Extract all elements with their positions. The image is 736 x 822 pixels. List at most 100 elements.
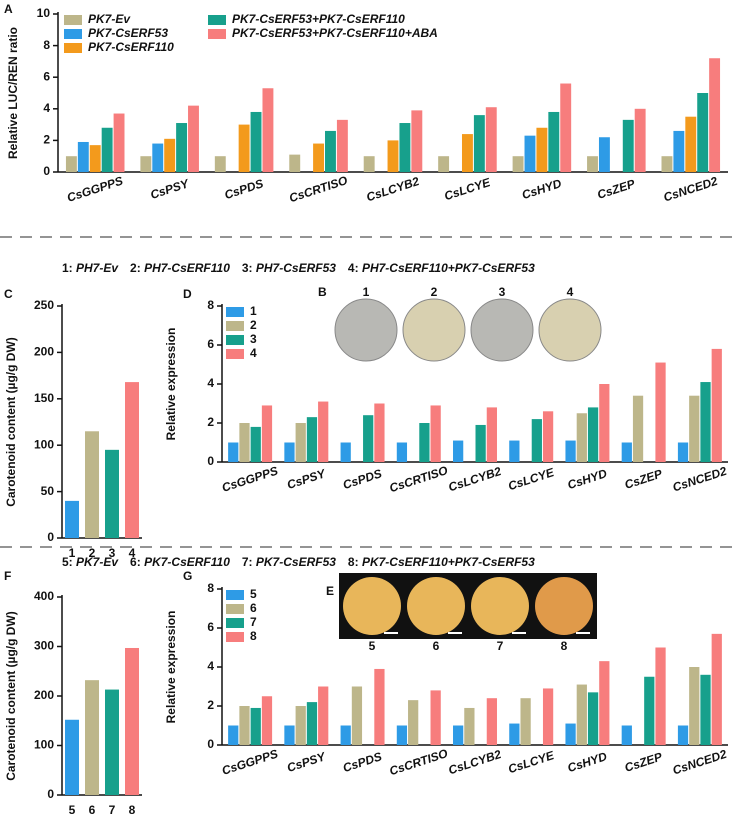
bar bbox=[411, 110, 423, 172]
bar bbox=[238, 124, 250, 172]
legend-label: 4 bbox=[250, 346, 257, 360]
bar bbox=[560, 83, 572, 172]
bar bbox=[396, 725, 408, 745]
bar bbox=[313, 143, 325, 172]
bar bbox=[453, 725, 464, 745]
photo-label: 6 bbox=[433, 639, 440, 653]
bar bbox=[475, 424, 486, 462]
legend-label: 3 bbox=[250, 332, 257, 346]
y-tick-label: 0 bbox=[47, 530, 54, 544]
bar bbox=[430, 405, 441, 462]
bar bbox=[105, 689, 119, 795]
legend-label: PK7-CsERF53 bbox=[88, 26, 168, 40]
caption-part: PK7-CsERF110 bbox=[144, 555, 230, 569]
photo-label: 8 bbox=[561, 639, 568, 653]
bar bbox=[520, 698, 531, 745]
bar bbox=[689, 395, 700, 462]
y-tick-label: 4 bbox=[207, 376, 214, 390]
photo bbox=[343, 577, 401, 635]
bar bbox=[655, 362, 666, 462]
x-tick-label: 7 bbox=[109, 803, 116, 817]
x-tick-label: CsLCYE bbox=[506, 748, 556, 776]
y-tick-label: 0 bbox=[43, 164, 50, 178]
legend-swatch bbox=[226, 604, 244, 614]
bar bbox=[65, 500, 79, 538]
x-tick-label: CsZEP bbox=[596, 176, 638, 202]
bar bbox=[689, 667, 700, 745]
legend-swatch bbox=[226, 335, 244, 345]
bar bbox=[430, 690, 441, 745]
bar bbox=[677, 725, 689, 745]
x-tick-label: CsHYD bbox=[566, 466, 609, 492]
y-tick-label: 300 bbox=[34, 639, 54, 653]
bar bbox=[351, 686, 363, 745]
bar bbox=[486, 407, 497, 462]
panel-label: E bbox=[326, 584, 334, 598]
x-tick-label: CsNCED2 bbox=[662, 174, 720, 205]
x-tick-label: CsLCYB2 bbox=[447, 464, 504, 494]
bar bbox=[408, 700, 419, 745]
bar bbox=[374, 668, 385, 745]
bar bbox=[228, 725, 239, 745]
legend-swatch bbox=[226, 590, 244, 600]
y-axis-label: Relative expression bbox=[164, 611, 178, 724]
bar bbox=[464, 707, 475, 745]
bar bbox=[65, 719, 79, 795]
caption: 5: PK7-Ev 6: PK7-CsERF110 7: PK7-CsERF53 8:… bbox=[62, 555, 535, 569]
bar bbox=[325, 130, 336, 172]
x-tick-label: CsNCED2 bbox=[671, 747, 729, 778]
caption-part: 6: bbox=[130, 555, 144, 569]
photo-label: 1 bbox=[363, 285, 370, 299]
bar bbox=[655, 647, 666, 745]
bar bbox=[374, 403, 385, 462]
caption-part: 8: bbox=[348, 555, 362, 569]
bar bbox=[239, 706, 250, 745]
y-tick-label: 200 bbox=[34, 688, 54, 702]
x-tick-label: CsZEP bbox=[623, 749, 665, 775]
y-tick-label: 6 bbox=[43, 69, 50, 83]
photo bbox=[471, 577, 529, 635]
x-tick-label: CsLCYB2 bbox=[447, 747, 504, 777]
y-tick-label: 6 bbox=[207, 620, 214, 634]
photo-label: 3 bbox=[499, 285, 506, 299]
bar bbox=[399, 123, 411, 172]
bar bbox=[576, 684, 587, 745]
x-tick-label: CsZEP bbox=[623, 466, 665, 492]
bar bbox=[101, 127, 113, 172]
bar bbox=[453, 440, 464, 462]
y-tick-label: 150 bbox=[34, 391, 54, 405]
bar bbox=[284, 442, 295, 462]
photo bbox=[470, 298, 534, 362]
legend-label: PK7-CsERF53+PK7-CsERF110+ABA bbox=[232, 26, 438, 40]
y-tick-label: 250 bbox=[34, 298, 54, 312]
bar bbox=[548, 111, 560, 172]
y-tick-label: 8 bbox=[43, 38, 50, 52]
bar bbox=[176, 123, 188, 172]
bar bbox=[524, 135, 536, 172]
photo bbox=[538, 298, 602, 362]
bar bbox=[485, 107, 497, 172]
panel-label: G bbox=[183, 569, 192, 583]
caption: 1: PH7-Ev 2: PH7-CsERF110 3: PH7-CsERF53 4:… bbox=[62, 261, 535, 275]
caption-part: 2: bbox=[130, 261, 144, 275]
y-tick-label: 0 bbox=[47, 787, 54, 801]
bar bbox=[697, 93, 709, 172]
bar bbox=[85, 431, 99, 538]
bar bbox=[125, 382, 139, 538]
bar bbox=[363, 415, 374, 462]
bar bbox=[512, 156, 524, 172]
photo bbox=[334, 298, 398, 362]
legend-label: PK7-CsERF53+PK7-CsERF110 bbox=[232, 12, 405, 26]
bar bbox=[262, 88, 274, 172]
bar bbox=[89, 145, 101, 172]
caption-part: PH7-Ev bbox=[76, 261, 119, 275]
bar bbox=[340, 442, 351, 462]
x-tick-label: CsGGPPS bbox=[65, 174, 125, 205]
bar bbox=[318, 401, 329, 462]
photo bbox=[407, 577, 465, 635]
bar bbox=[340, 725, 351, 745]
legend-swatch bbox=[226, 321, 244, 331]
panel-label: C bbox=[4, 287, 13, 301]
caption-part: PK7-CsERF53 bbox=[256, 555, 336, 569]
bar bbox=[284, 725, 295, 745]
